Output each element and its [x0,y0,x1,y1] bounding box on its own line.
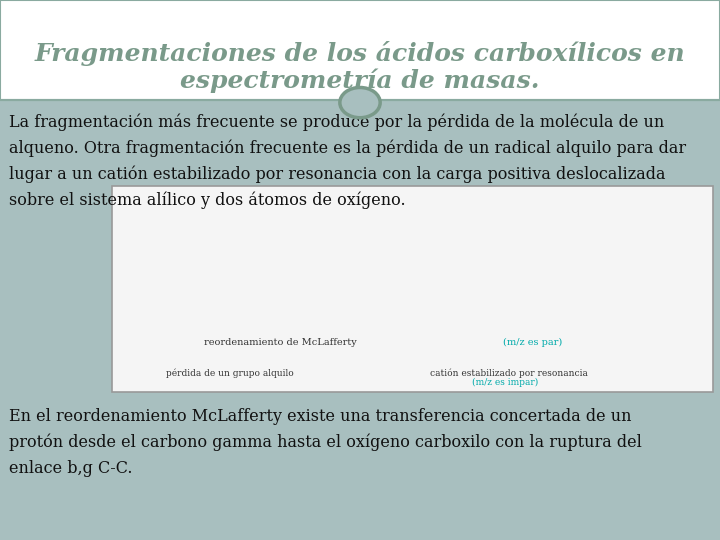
Text: sobre el sistema alílico y dos átomos de oxígeno.: sobre el sistema alílico y dos átomos de… [9,191,405,208]
Circle shape [340,87,380,118]
FancyBboxPatch shape [0,0,720,100]
Text: reordenamiento de McLafferty: reordenamiento de McLafferty [204,338,356,347]
Text: catión estabilizado por resonancia: catión estabilizado por resonancia [431,369,588,378]
Text: espectrometría de masas.: espectrometría de masas. [180,69,540,93]
Text: alqueno. Otra fragmentación frecuente es la pérdida de un radical alquilo para d: alqueno. Otra fragmentación frecuente es… [9,139,685,157]
Text: lugar a un catión estabilizado por resonancia con la carga positiva deslocalizad: lugar a un catión estabilizado por reson… [9,165,665,183]
Text: enlace b,g C-C.: enlace b,g C-C. [9,460,132,476]
Text: protón desde el carbono gamma hasta el oxígeno carboxilo con la ruptura del: protón desde el carbono gamma hasta el o… [9,434,642,451]
FancyBboxPatch shape [112,186,713,392]
Text: La fragmentación más frecuente se produce por la pérdida de la molécula de un: La fragmentación más frecuente se produc… [9,113,664,131]
Text: pérdida de un grupo alquilo: pérdida de un grupo alquilo [166,369,294,378]
Text: (m/z es impar): (m/z es impar) [472,379,539,387]
Text: En el reordenamiento McLafferty existe una transferencia concertada de un: En el reordenamiento McLafferty existe u… [9,408,631,424]
Text: (m/z es par): (m/z es par) [503,338,562,347]
Text: Fragmentaciones de los ácidos carboxílicos en: Fragmentaciones de los ácidos carboxílic… [35,42,685,66]
